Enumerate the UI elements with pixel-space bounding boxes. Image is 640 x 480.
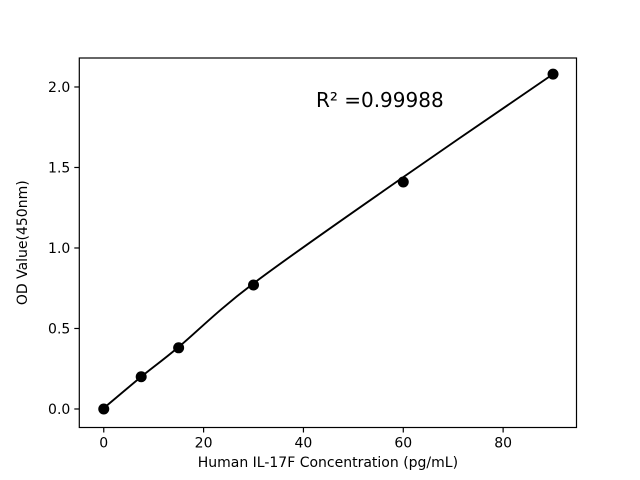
x-tick-label: 0: [99, 436, 108, 452]
x-tick-label: 60: [394, 436, 412, 452]
x-tick-label: 20: [195, 436, 213, 452]
data-point: [397, 176, 409, 188]
y-tick-label: 0.0: [48, 402, 70, 418]
x-axis-label: Human IL-17F Concentration (pg/mL): [198, 455, 458, 471]
y-axis-label: OD Value(450nm): [15, 180, 31, 305]
data-point: [98, 403, 110, 415]
y-tick-label: 2.0: [48, 80, 70, 96]
data-point: [547, 68, 559, 80]
axes-frame: [78, 57, 578, 429]
y-tick-label: 1.0: [48, 241, 70, 257]
r-squared-annotation: R² =0.99988: [316, 88, 444, 112]
data-point: [173, 342, 185, 354]
x-tick-label: 40: [295, 436, 313, 452]
y-tick-label: 1.5: [48, 160, 70, 176]
x-tick-label: 80: [494, 436, 512, 452]
fit-line: [102, 73, 554, 410]
data-point: [135, 371, 147, 383]
y-tick-label: 0.5: [48, 321, 70, 337]
plot-area: 0 20 40 60 80 0.0 0.5 1.0 1.5 2.0: [48, 57, 578, 452]
data-point: [248, 279, 260, 291]
